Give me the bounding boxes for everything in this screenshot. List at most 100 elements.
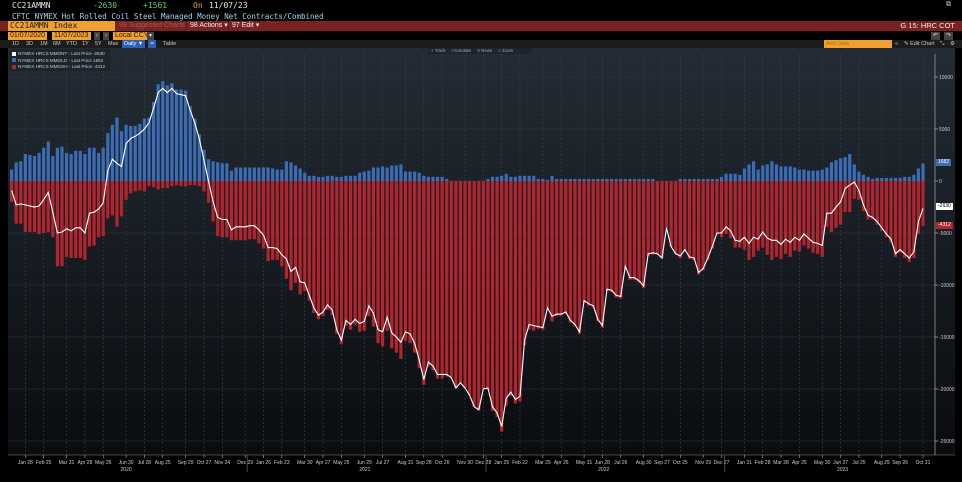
x-tick-label: Sep 29 [178,460,194,466]
long-bar [825,167,829,181]
suggested-charts-menu[interactable]: 99 Suggested Charts [119,22,185,29]
long-bar [390,165,394,181]
long-bar [284,161,288,181]
edit-menu[interactable]: 97 Edit ▾ [228,21,262,31]
edit-chart-button[interactable]: ✎ Edit Chart [904,41,935,47]
x-year-label: 2023 [837,467,848,473]
table-button[interactable]: Table [163,41,177,47]
news-tool[interactable]: ≡ News [477,48,493,53]
short-bar [577,181,582,334]
short-bar [19,181,23,224]
short-bar [719,181,724,238]
long-bar [779,166,783,181]
short-bar [802,181,806,246]
long-bar [211,161,215,181]
long-bar [513,176,517,181]
legend-item-short[interactable]: NYMEX HRCS MMOSH - Last Price -4312 [12,64,105,70]
long-bar [733,173,737,181]
legend-item-long[interactable]: NYMEX HRCS MMOLG - Last Price 1682 [12,58,103,64]
long-bar [161,81,165,181]
range-1d[interactable]: 1D [12,41,20,47]
range-1y[interactable]: 1Y [82,41,89,47]
long-bar [293,165,298,181]
long-bar [614,178,618,181]
legend-item-net[interactable]: NYMEX HRCS MMONT - Last Price -2630 [12,51,105,57]
short-bar [174,181,179,186]
long-bar [875,177,879,181]
prev-arrow-icon[interactable]: ‹ [94,32,100,40]
long-bar [110,124,114,181]
page-title: G 15: HRC COT [900,21,955,30]
short-bar [504,181,508,406]
as-of-date: 11/07/23 [209,1,248,10]
range-max[interactable]: Max [108,41,119,47]
long-bar [834,160,838,181]
x-tick-label: Oct 26 [435,460,450,466]
currency-select[interactable]: Local CCY [113,32,149,40]
short-bar [14,181,18,224]
short-bar [793,181,797,251]
short-bar [92,181,96,246]
short-bar [394,181,398,353]
long-bar [843,157,847,181]
long-bar [591,178,595,181]
long-bar [751,161,756,181]
range-6m[interactable]: 6M [53,41,61,47]
short-bar [609,181,614,293]
long-bar [92,147,96,181]
zoom-tool[interactable]: ⌕ Zoom [498,48,514,53]
long-bar [770,161,774,181]
long-bar [289,162,293,181]
popout-icon[interactable]: ⧉ [946,1,951,8]
next-arrow-icon[interactable]: › [103,32,109,40]
range-ytd[interactable]: YTD [66,41,77,47]
end-date-input[interactable]: 11/07/2023 [52,32,91,40]
long-bar [257,167,261,181]
short-bar [280,181,284,267]
start-date-input[interactable]: 01/07/2020 [8,32,48,40]
settings-gear-icon[interactable]: ⚙ [950,41,955,47]
collapse-icon[interactable]: « [895,41,899,47]
short-bar [284,181,288,279]
chart-type-icon[interactable]: ≃ [148,40,156,48]
undo-button[interactable]: ↶ [931,32,941,40]
x-tick-label: Dec 27 [714,460,730,466]
long-bar [806,170,811,181]
range-5y[interactable]: 5Y [95,41,102,47]
x-tick-label: Jun 27 [833,460,848,466]
short-bar [568,181,572,323]
long-bar [298,168,302,181]
short-bar [243,181,247,241]
long-bar [797,169,801,181]
add-data-input[interactable]: Add Data [824,40,892,48]
long-bar [413,171,417,181]
range-bar: 1D 3D 1M 6M YTD 1Y 5Y Max Daily ▼ ≃ Tabl… [0,40,962,48]
short-bar [898,181,902,253]
currency-dropdown-icon[interactable]: ▾ [147,32,155,40]
short-bar [477,181,481,410]
long-bar [170,83,174,181]
short-bar [390,181,394,349]
short-bar [440,181,444,379]
long-bar [848,153,852,181]
range-3d[interactable]: 3D [26,41,34,47]
short-bar [788,181,792,257]
redo-button[interactable]: ↷ [944,32,954,40]
short-bar [733,181,737,248]
short-bar [559,181,563,317]
long-bar [339,176,343,181]
long-bar [500,175,504,181]
short-bar [431,181,435,371]
short-bar [907,181,911,263]
expand-icon[interactable]: ⤡ [940,41,945,47]
short-bar [587,181,591,306]
security-input[interactable]: CC21AMMN Index [8,21,115,31]
frequency-select[interactable]: Daily ▼ [122,40,146,48]
annotate-tool[interactable]: ∕ Annotate [451,48,472,53]
long-bar [802,169,806,181]
x-tick-label: Sep 26 [892,460,908,466]
actions-menu[interactable]: 98 Actions ▾ [186,21,231,31]
track-tool[interactable]: + Track [431,48,446,53]
range-1m[interactable]: 1M [40,41,48,47]
